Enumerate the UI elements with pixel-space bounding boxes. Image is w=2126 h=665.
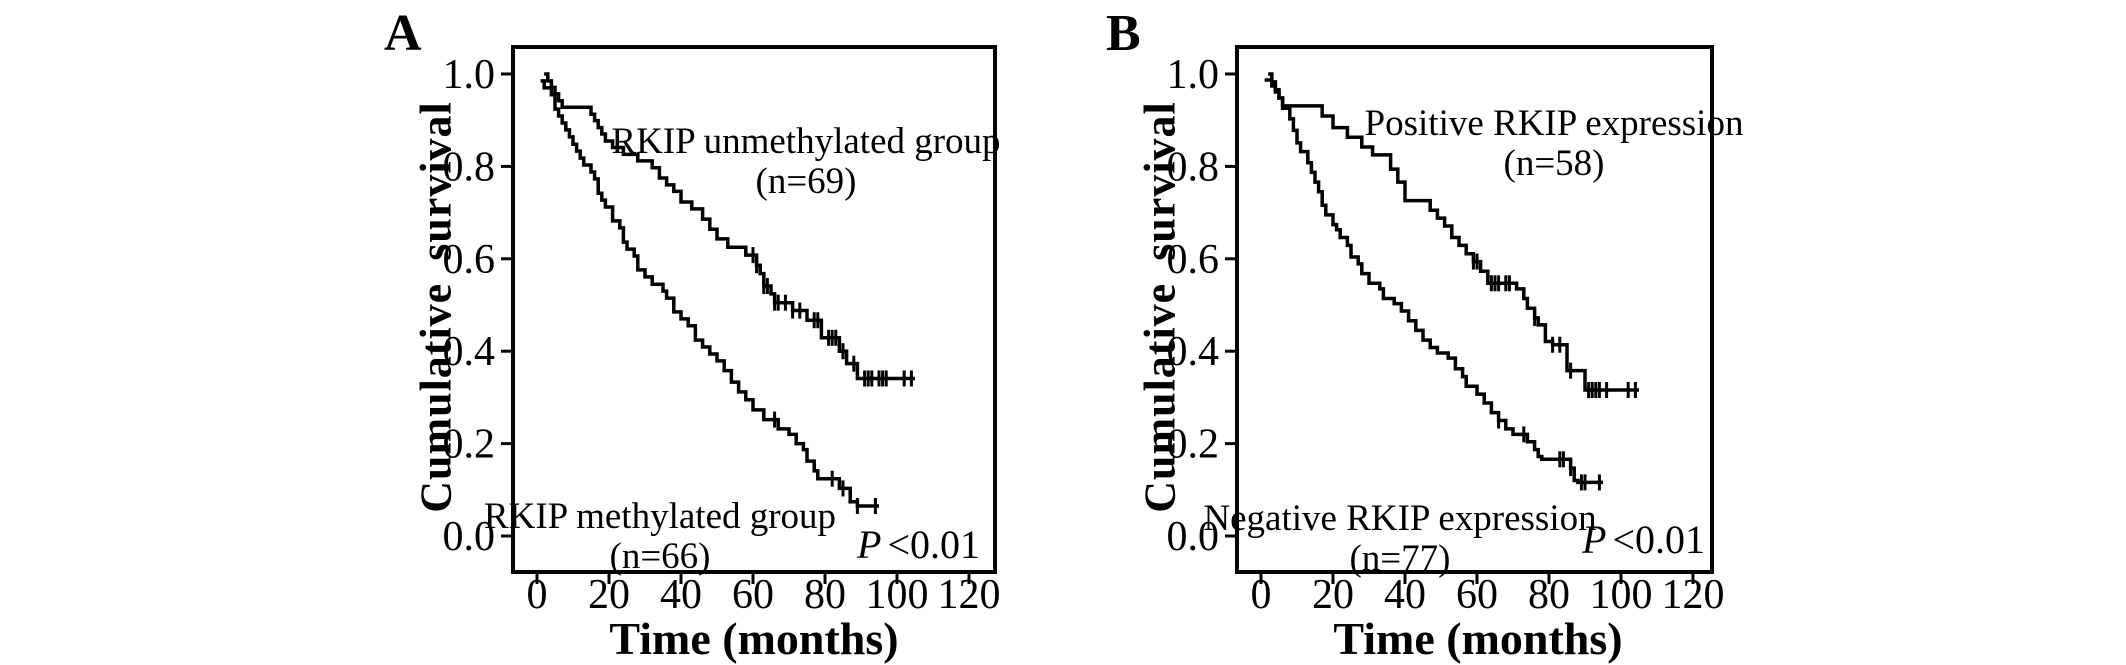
panel-b-x-tick-label: 80 [1528, 572, 1570, 618]
panel-b-x-tick-label: 40 [1384, 572, 1426, 618]
panel-a-x-tick-label: 100 [866, 572, 929, 618]
panel-b-p-value: P <0.01 [1582, 516, 1705, 563]
panel-b-upper-group-label: Positive RKIP expression (n=58) [1365, 104, 1744, 184]
panel-b-upper-group-n: (n=58) [1503, 143, 1605, 184]
panel-a-p-number: <0.01 [887, 522, 980, 567]
panel-a-y-tick-label: 0.2 [443, 422, 496, 468]
panel-a-upper-group-label: RKIP unmethylated group (n=69) [611, 122, 1000, 202]
panel-b-plot-box [1235, 45, 1714, 574]
panel-b-y-tick-label: 0.8 [1167, 144, 1220, 190]
panel-a-y-tick-label: 1.0 [443, 52, 496, 98]
panel-a-x-tick-label: 120 [938, 572, 1001, 618]
panel-b-survival-curve-1 [1264, 78, 1603, 485]
panel-a-lower-group-label: RKIP methylated group (n=66) [484, 497, 836, 577]
panel-b-x-tick-label: 120 [1662, 572, 1725, 618]
panel-a-upper-group-n: (n=69) [755, 161, 857, 202]
panel-b-y-axis-title: Cumulative survival [1135, 101, 1185, 513]
panel-b-y-tick-label: 1.0 [1167, 52, 1220, 98]
panel-b-letter: B [1106, 5, 1141, 62]
panel-b-x-tick-label: 100 [1590, 572, 1653, 618]
panel-a-survival-curve-1 [540, 79, 879, 508]
panel-b-x-tick-label: 20 [1312, 572, 1354, 618]
panel-a-lower-group-name: RKIP methylated group [483, 496, 837, 537]
panel-b-p-number: <0.01 [1612, 517, 1705, 562]
panel-b-x-axis-title: Time (months) [1333, 613, 1623, 664]
panel-b-survival-curve-0 [1268, 72, 1639, 392]
panel-a-x-tick-label: 0 [527, 572, 548, 618]
panel-b-y-tick-label: 0.2 [1167, 422, 1220, 468]
panel-a-y-tick-label: 0.8 [443, 144, 496, 190]
panel-b-lower-group-name: Negative RKIP expression [1203, 498, 1597, 539]
panel-a-y-tick-label: 0.6 [443, 237, 496, 283]
panel-b-x-tick-label: 0 [1251, 572, 1272, 618]
panel-a-x-tick-label: 20 [588, 572, 630, 618]
panel-b-p-symbol: P [1582, 517, 1607, 562]
panel-a-x-tick-label: 60 [732, 572, 774, 618]
panel-b-upper-group-name: Positive RKIP expression [1364, 103, 1744, 144]
panel-b-lower-group-label: Negative RKIP expression (n=77) [1203, 499, 1596, 579]
panel-a-p-value: P <0.01 [857, 521, 980, 568]
panel-a-letter: A [384, 5, 422, 62]
panel-b-lower-group-n: (n=77) [1349, 538, 1451, 579]
panel-a-y-tick-label: 0.0 [443, 514, 496, 560]
panel-b-y-tick-label: 0.0 [1167, 514, 1220, 560]
panel-a-y-axis-title: Cumulative survival [411, 101, 461, 513]
panel-b-x-tick-label: 60 [1456, 572, 1498, 618]
panel-a-x-tick-label: 80 [804, 572, 846, 618]
panel-a-x-axis-title: Time (months) [609, 613, 899, 664]
panel-a-y-tick-label: 0.4 [443, 329, 496, 375]
panel-a-upper-group-name: RKIP unmethylated group [611, 121, 1001, 162]
panel-b-y-tick-label: 0.6 [1167, 237, 1220, 283]
panel-a-p-symbol: P [857, 522, 882, 567]
panel-a-x-tick-label: 40 [660, 572, 702, 618]
panel-a-lower-group-n: (n=66) [609, 536, 711, 577]
panel-b-y-tick-label: 0.4 [1167, 329, 1220, 375]
panel-a-survival-curve-0 [544, 72, 915, 381]
